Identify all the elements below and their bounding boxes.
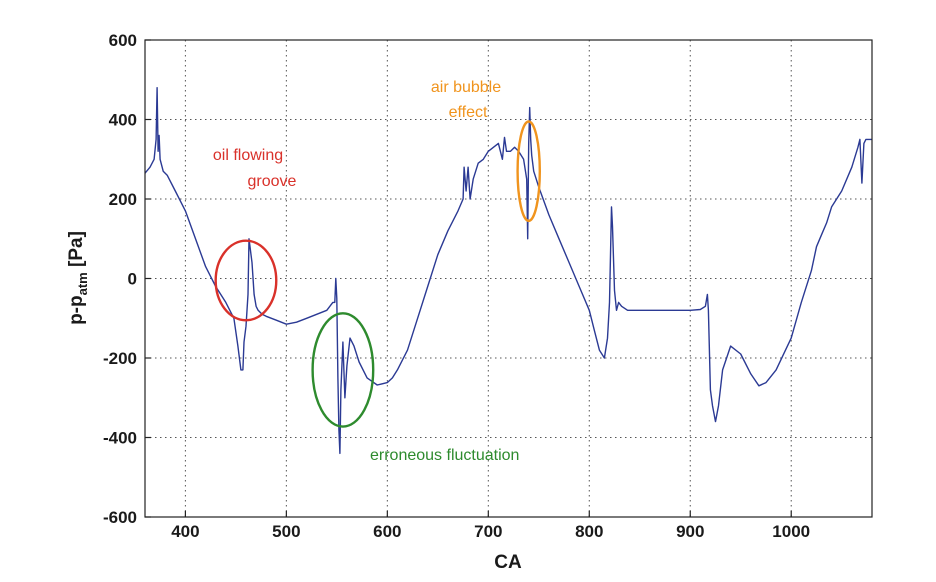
y-axis-label-main: p-p (66, 295, 87, 325)
y-tick-label: 400 (109, 111, 137, 130)
annotation-label: oil flowing (213, 147, 283, 164)
y-tick-label: 200 (109, 190, 137, 209)
y-tick-label: 0 (128, 270, 137, 289)
y-tick-label: -400 (103, 429, 137, 448)
y-axis-label: p-patm [Pa] (66, 231, 90, 325)
annotation-label: effect (449, 104, 488, 121)
x-tick-label: 1000 (772, 522, 810, 541)
y-tick-label: -600 (103, 508, 137, 527)
grid-lines (145, 40, 872, 517)
annotation-ellipse (214, 239, 278, 322)
annotation-label: air bubble (431, 79, 501, 96)
x-tick-label: 400 (171, 522, 199, 541)
y-axis-ticks: -600 -400 -200 0 200 400 600 (103, 31, 151, 527)
x-tick-label: 700 (474, 522, 502, 541)
annotation-ellipse (311, 312, 375, 428)
y-axis-label-unit: [Pa] (66, 231, 87, 272)
x-tick-label: 800 (575, 522, 603, 541)
x-tick-label: 900 (676, 522, 704, 541)
annotations-layer: oil flowing groove erroneous fluctuation ai… (213, 79, 542, 464)
plot-frame (144, 39, 873, 518)
x-axis-label: CA (494, 552, 522, 573)
plot-background (145, 40, 872, 517)
x-tick-label: 500 (272, 522, 300, 541)
annotation-ellipse (516, 120, 542, 223)
annotation-label: erroneous fluctuation (370, 447, 519, 464)
x-axis-ticks: 400 500 600 700 800 900 1000 (171, 511, 810, 541)
y-axis-label-sub: atm (75, 272, 90, 295)
y-tick-label: 600 (109, 31, 137, 50)
x-tick-label: 600 (373, 522, 401, 541)
annotation-label: groove (248, 173, 297, 190)
y-tick-label: -200 (103, 349, 137, 368)
